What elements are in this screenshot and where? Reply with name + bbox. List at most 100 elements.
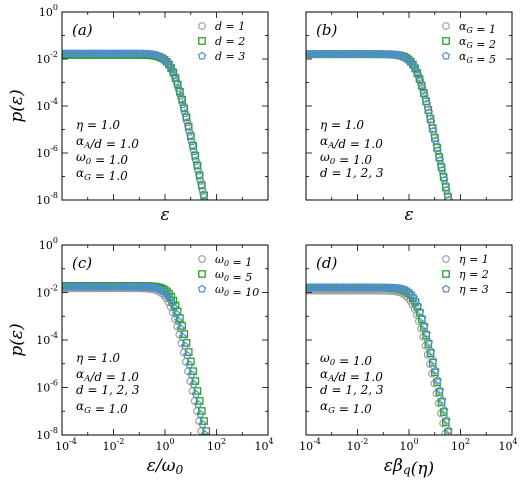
data-point <box>444 193 452 200</box>
x-tick-label: 10-2 <box>347 437 369 453</box>
series-3 <box>62 282 209 435</box>
data-point <box>200 430 209 435</box>
legend-label: η = 1 <box>459 253 489 266</box>
data-point <box>435 385 445 394</box>
data-point <box>431 134 439 142</box>
data-point <box>407 290 416 299</box>
data-point <box>165 294 174 303</box>
data-point <box>170 315 179 323</box>
data-point <box>191 389 201 398</box>
series-3 <box>62 49 209 200</box>
data-point <box>180 341 190 350</box>
data-point <box>163 57 172 66</box>
data-point <box>405 55 414 64</box>
data-point <box>437 165 447 174</box>
legend-marker <box>198 22 206 30</box>
parameter-text: ω0 = 1.0 <box>76 150 128 167</box>
data-point <box>182 113 191 122</box>
parameter-text: ω0 = 1.0 <box>320 351 372 368</box>
y-tick-label: 10-2 <box>36 284 58 300</box>
parameter-text: αA/d = 1.0 <box>76 134 139 151</box>
legend-label: η = 3 <box>459 283 489 296</box>
data-point <box>202 427 211 435</box>
data-point <box>187 137 196 146</box>
data-point <box>200 438 207 445</box>
data-markers <box>62 49 209 200</box>
parameter-text: αA/d = 1.0 <box>320 367 383 384</box>
data-point <box>431 366 440 374</box>
legend-label: d = 2 <box>215 35 245 48</box>
parameter-text: αA/d = 1.0 <box>320 134 383 151</box>
legend-marker <box>441 284 451 293</box>
parameter-text: αG = 1.0 <box>76 166 128 183</box>
panel-label: (b) <box>316 21 337 39</box>
legend-marker <box>197 51 207 60</box>
x-tick-label: 10-4 <box>55 437 77 453</box>
panel-d: 10-4 10-2 100 102 104 (d) ω0 = 1.0αA/d = 1.0d … <box>299 244 518 479</box>
legend-marker <box>198 37 206 45</box>
panel-a: 100 10-2 10-4 10-6 10-8 (a) η = 1.0 αA/d = 1.0ω… <box>7 3 269 225</box>
data-point <box>193 399 203 408</box>
legend-marker <box>442 22 450 30</box>
data-point <box>187 370 196 379</box>
data-point <box>191 156 201 165</box>
x-tick-label: 100 <box>399 437 418 453</box>
data-point <box>444 195 453 200</box>
parameter-text: αA/d = 1.0 <box>76 367 139 384</box>
data-point <box>196 409 205 418</box>
legend-label: αG = 1 <box>459 20 496 36</box>
data-point <box>198 420 207 428</box>
data-point <box>180 109 190 117</box>
data-point <box>163 291 172 299</box>
data-point <box>183 350 192 359</box>
data-point <box>429 356 438 365</box>
data-point <box>427 117 436 126</box>
data-point <box>161 288 170 297</box>
data-point <box>185 360 194 369</box>
data-point <box>422 99 431 108</box>
data-point <box>439 173 448 182</box>
x-tick-label: 102 <box>451 437 470 453</box>
parameter-text: η = 1.0 <box>76 351 120 365</box>
legend-label: ω0 = 10 <box>215 283 259 299</box>
data-point <box>191 151 200 160</box>
data-point <box>433 375 442 384</box>
data-point <box>446 201 453 208</box>
x-tick-label: 104 <box>498 437 517 453</box>
data-point <box>429 126 438 135</box>
legend-label: ω0 = 5 <box>215 268 252 284</box>
y-tick-label: 10-6 <box>36 144 58 160</box>
data-point <box>437 395 447 404</box>
y-tick-label: 100 <box>39 236 58 252</box>
data-point <box>422 329 431 338</box>
data-point <box>184 122 193 131</box>
parameter-text: d = 1, 2, 3 <box>76 383 140 397</box>
parameter-text: η = 1.0 <box>76 118 120 132</box>
data-point <box>195 397 204 405</box>
parameter-text: η = 1.0 <box>320 118 364 132</box>
data-point <box>176 88 184 96</box>
data-point <box>193 166 203 175</box>
x-tick-label: 102 <box>207 437 226 453</box>
data-point <box>427 347 436 355</box>
data-point <box>440 175 449 184</box>
panel-label: (c) <box>72 254 92 272</box>
series-3 <box>306 283 453 434</box>
data-point <box>185 127 194 136</box>
data-point <box>176 91 185 100</box>
legend-marker <box>441 51 451 60</box>
series-3 <box>306 49 453 200</box>
legend-marker <box>442 37 450 45</box>
y-tick-label: 10-8 <box>36 191 58 207</box>
data-point <box>424 108 434 117</box>
legend-label: d = 3 <box>215 50 245 63</box>
x-tick-label: 10-2 <box>103 437 125 453</box>
data-point <box>178 96 186 104</box>
legend-label: ω0 = 1 <box>215 253 252 269</box>
data-point <box>189 147 198 155</box>
data-point <box>444 425 453 434</box>
data-markers <box>306 49 453 208</box>
legend-label: αG = 5 <box>459 50 496 66</box>
data-point <box>161 55 170 64</box>
